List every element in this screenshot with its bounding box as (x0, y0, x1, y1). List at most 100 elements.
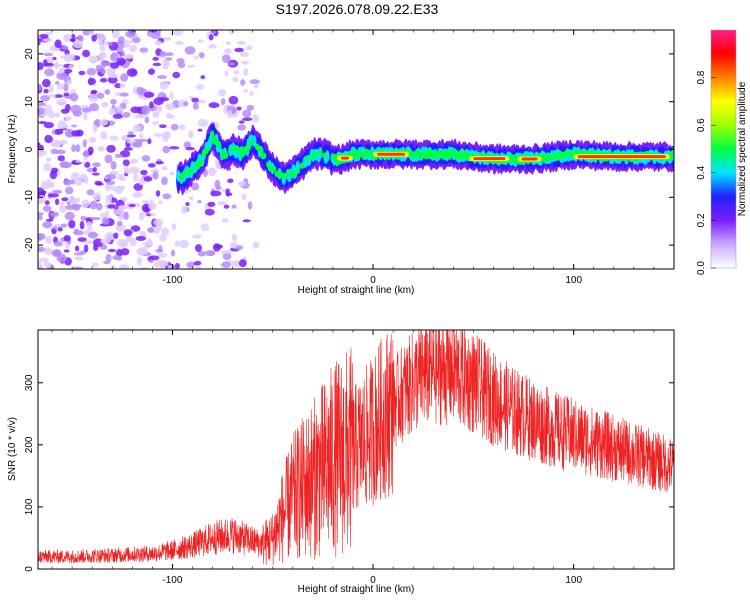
noise-blob (104, 232, 115, 241)
noise-blob (126, 134, 136, 138)
ridge-blob (280, 172, 285, 179)
noise-blob (81, 199, 90, 209)
spectrogram-x-tick-label: 0 (370, 275, 376, 286)
ridge-blob (288, 168, 293, 175)
noise-blob (100, 238, 111, 245)
ridge-blob (186, 168, 191, 176)
noise-blob (75, 159, 81, 163)
noise-blob (45, 235, 53, 244)
spectrogram-y-tick-label: 10 (24, 96, 35, 108)
noise-blob (242, 117, 253, 122)
noise-blob (162, 58, 168, 68)
noise-blob (68, 197, 78, 205)
noise-blob (110, 98, 117, 105)
noise-blob (198, 52, 205, 59)
noise-blob (82, 139, 87, 148)
noise-blob (128, 44, 138, 53)
ridge-blob (201, 151, 206, 159)
noise-blob (107, 76, 118, 84)
noise-blob (92, 162, 101, 168)
colorbar-tick-label: 0.6 (696, 118, 707, 132)
noise-blob (87, 231, 98, 239)
noise-blob (42, 221, 53, 229)
noise-blob (147, 68, 156, 75)
noise-blob (149, 212, 157, 216)
noise-blob (123, 147, 133, 151)
noise-blob (75, 197, 81, 203)
noise-blob (184, 46, 196, 55)
noise-blob (104, 154, 113, 164)
noise-blob (89, 200, 98, 210)
noise-blob (208, 44, 217, 49)
noise-blob (163, 37, 172, 41)
noise-blob (107, 248, 116, 253)
noise-blob (54, 112, 61, 118)
noise-blob (246, 104, 255, 111)
noise-blob (79, 250, 86, 255)
noise-blob (101, 68, 106, 75)
noise-blob (242, 109, 252, 118)
noise-blob (117, 238, 126, 248)
noise-blob (174, 240, 180, 247)
spectrogram-blobs (38, 30, 674, 269)
noise-blob (38, 62, 44, 71)
ridge-blob (214, 138, 219, 145)
noise-blob (70, 179, 76, 185)
noise-blob (118, 92, 130, 97)
colorbar-tick-label: 0.0 (696, 261, 707, 275)
noise-blob (157, 200, 163, 205)
colorbar-tick-label: 0.8 (696, 70, 707, 84)
ridge-blob (291, 172, 296, 179)
noise-blob (123, 39, 131, 48)
ridge-blob (246, 144, 251, 151)
noise-blob (152, 111, 160, 118)
noise-blob (159, 233, 167, 242)
noise-blob (128, 203, 136, 208)
noise-blob (122, 159, 130, 167)
noise-blob (169, 171, 175, 176)
noise-blob (90, 89, 98, 94)
noise-blob (114, 153, 123, 159)
noise-blob (80, 215, 87, 221)
noise-blob (44, 134, 53, 144)
noise-blob (123, 211, 129, 220)
noise-blob (193, 55, 199, 60)
noise-blob (117, 36, 125, 45)
snr-series-line (38, 330, 674, 566)
noise-blob (181, 205, 187, 214)
noise-blob (45, 157, 52, 163)
noise-blob (84, 149, 89, 157)
noise-blob (192, 102, 199, 110)
noise-blob (38, 246, 46, 253)
noise-blob (165, 57, 173, 61)
noise-blob (96, 92, 105, 99)
noise-blob (243, 88, 248, 93)
spectrogram-x-axis-label: Height of straight line (km) (298, 285, 415, 296)
noise-blob (208, 34, 214, 41)
noise-blob (59, 161, 69, 168)
noise-blob (148, 202, 157, 211)
noise-blob (127, 131, 134, 135)
noise-blob (63, 179, 72, 186)
noise-blob (92, 124, 98, 133)
noise-blob (168, 146, 180, 150)
noise-blob (114, 185, 123, 195)
noise-blob (97, 145, 105, 152)
noise-blob (88, 93, 99, 103)
noise-blob (51, 189, 63, 194)
noise-blob (98, 52, 106, 60)
noise-blob (231, 260, 241, 268)
noise-blob (116, 57, 126, 66)
noise-blob (237, 181, 247, 187)
noise-blob (223, 204, 230, 209)
noise-blob (155, 161, 164, 165)
noise-blob (57, 155, 65, 162)
noise-blob (49, 211, 59, 218)
ridge-blob (271, 165, 277, 172)
noise-blob (221, 250, 232, 255)
noise-blob (152, 121, 160, 126)
noise-blob (153, 218, 164, 227)
snr-ticks: -100 0 100 0 100 200 300 (24, 330, 675, 586)
noise-blob (236, 106, 242, 111)
